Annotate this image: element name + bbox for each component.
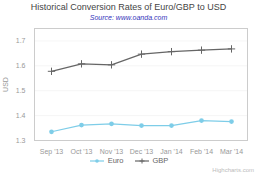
svg-text:Feb '14: Feb '14	[190, 148, 213, 155]
html-text:Highcharts.com: Highcharts.com	[212, 167, 254, 173]
html-text:GBP: GBP	[152, 156, 169, 165]
svg-text:Dec '13: Dec '13	[130, 148, 154, 155]
html-text:Source: www.oanda.com: Source: www.oanda.com	[89, 14, 168, 21]
svg-text:Nov '13: Nov '13	[100, 148, 124, 155]
html-text:Historical Conversion Rates of: Historical Conversion Rates of Euro/GBP …	[30, 2, 227, 12]
svg-text:Sep '13: Sep '13	[40, 148, 64, 156]
html-text:Euro: Euro	[107, 156, 124, 165]
svg-text:USD: USD	[2, 77, 9, 92]
svg-text:Mar '14: Mar '14	[220, 148, 243, 155]
svg-text:Oct '13: Oct '13	[71, 148, 93, 155]
svg-text:1.7: 1.7	[16, 37, 26, 44]
svg-text:Jan '14: Jan '14	[160, 148, 182, 155]
svg-text:1.5: 1.5	[16, 87, 26, 94]
svg-text:1.6: 1.6	[16, 62, 26, 69]
svg-text:1.4: 1.4	[16, 112, 26, 119]
svg-text:1.3: 1.3	[16, 137, 26, 144]
